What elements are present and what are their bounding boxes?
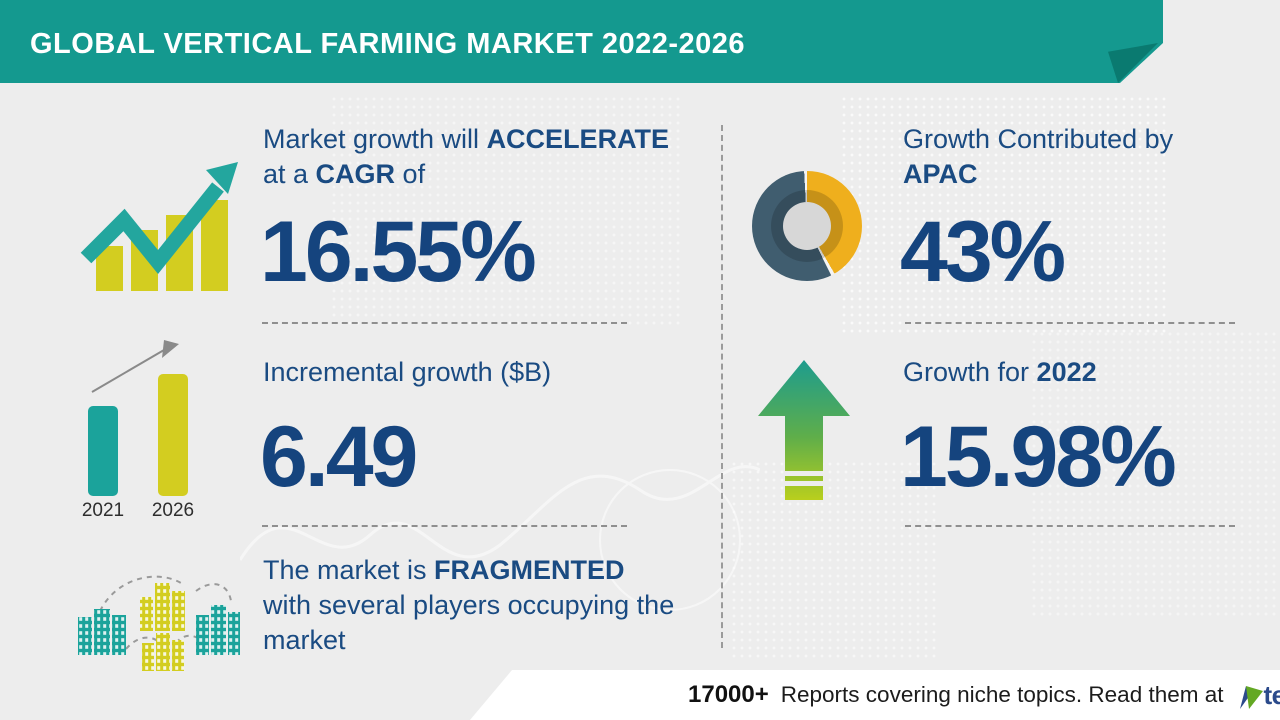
apac-line-2: APAC <box>903 157 1173 192</box>
fragmented-line1-bold: FRAGMENTED <box>434 555 625 585</box>
dashed-divider <box>262 322 627 324</box>
up-arrow-icon <box>758 360 850 500</box>
donut-center <box>783 202 831 250</box>
bar-comparison-icon: 2021 2026 <box>82 340 194 518</box>
cagr-line2-text: at a <box>263 159 316 189</box>
cagr-value: 16.55% <box>260 204 537 300</box>
cagr-line-1: Market growth will ACCELERATE <box>263 122 669 157</box>
dashed-divider <box>262 525 627 527</box>
technavio-logo-icon <box>1239 685 1263 709</box>
incremental-growth-label: Incremental growth ($B) <box>263 357 552 387</box>
growth-2022-value: 15.98% <box>900 409 1177 505</box>
cagr-line-2: at a CAGR of <box>263 157 669 192</box>
buildings-network-icon <box>78 575 240 671</box>
donut-chart-icon <box>752 171 862 281</box>
bar-label-2021: 2021 <box>82 500 124 518</box>
brand-text-tech: tech <box>1263 679 1280 710</box>
vertical-dashed-separator <box>721 125 723 648</box>
page-title: GLOBAL VERTICAL FARMING MARKET 2022-2026 <box>30 28 746 60</box>
cagr-line1-text: Market growth will <box>263 124 487 154</box>
apac-statement: Growth Contributed by APAC <box>903 122 1173 192</box>
apac-value: 43% <box>900 204 1066 300</box>
fragmented-line-2: with several players occupying the <box>263 590 675 620</box>
incremental-growth-value: 6.49 <box>260 409 418 505</box>
technavio-logo: technavio™ <box>1238 680 1280 711</box>
report-count: 17000+ <box>688 681 769 708</box>
growth-2022-label: Growth for 2022 <box>903 355 1097 390</box>
bar-label-2026: 2026 <box>152 500 194 518</box>
cagr-line2-bold: CAGR <box>315 159 396 189</box>
header-ribbon <box>0 0 1163 83</box>
dashed-divider <box>905 525 1235 527</box>
fragmented-line-1: The market is FRAGMENTED <box>263 553 674 588</box>
yellow-buildings-top <box>140 583 185 631</box>
dashed-divider <box>905 322 1235 324</box>
growth-line-chart-icon <box>80 162 238 291</box>
footer-message: Reports covering niche topics. Read them… <box>780 682 1224 707</box>
apac-region-bold: APAC <box>903 159 978 189</box>
teal-buildings-right <box>196 605 240 655</box>
yellow-buildings-bottom <box>142 633 184 671</box>
growth-2022-text: Growth for <box>903 357 1037 387</box>
cagr-statement: Market growth will ACCELERATE at a CAGR … <box>263 122 669 192</box>
footer-bar: 17000+ Reports covering niche topics. Re… <box>470 670 1280 720</box>
fragmented-statement: The market is FRAGMENTED with several pl… <box>263 553 674 658</box>
fragmented-line-3: market <box>263 625 346 655</box>
growth-2022-year-bold: 2022 <box>1036 357 1097 387</box>
cagr-line2-suffix: of <box>395 159 426 189</box>
cagr-line1-bold: ACCELERATE <box>486 124 670 154</box>
teal-buildings-left <box>78 609 126 655</box>
apac-line-1: Growth Contributed by <box>903 124 1174 154</box>
fragmented-line1-text: The market is <box>263 555 435 585</box>
